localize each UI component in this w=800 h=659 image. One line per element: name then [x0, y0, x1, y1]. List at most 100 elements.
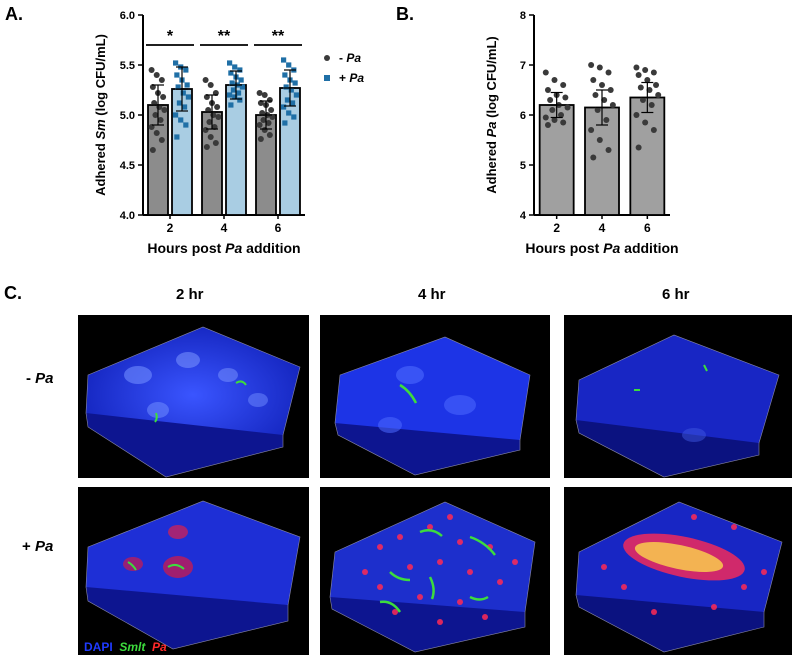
data-point [558, 112, 565, 118]
y-axis-label-part: Sm [93, 119, 108, 140]
data-point [180, 90, 186, 96]
data-point [261, 92, 268, 98]
data-point [178, 117, 184, 123]
panel-letter-c: C. [4, 283, 22, 303]
panel-letter: B. [396, 4, 414, 24]
data-point [642, 67, 649, 73]
data-point [282, 72, 288, 78]
data-point [642, 119, 649, 126]
data-point [291, 114, 297, 120]
bar [538, 104, 575, 216]
figure: A. 4.0 4.5 5.0 5.5 6.0 Adhered Sm (log CFU/mL)… [5, 4, 679, 256]
data-point [157, 117, 164, 123]
data-point [149, 147, 156, 153]
legend-label-part: - [339, 51, 346, 65]
data-point [174, 72, 180, 78]
y-axis-label-part: Adhered [93, 140, 108, 196]
legend-smlt: Smlt [119, 640, 146, 654]
y-tick-label: 4.0 [120, 210, 135, 222]
data-point [653, 82, 660, 88]
data-point [281, 104, 287, 110]
significance-label: ** [272, 28, 285, 45]
column-label-2hr: 2 hr [176, 286, 204, 303]
legend-dapi: DAPI [84, 640, 113, 654]
x-axis-label-part: Hours post [147, 240, 225, 256]
data-point [605, 69, 612, 76]
y-tick-label: 6.0 [120, 10, 135, 22]
data-point [644, 77, 651, 83]
data-point [286, 110, 292, 116]
legend-pa: Pa [152, 640, 167, 654]
data-point [203, 144, 210, 150]
data-point [544, 87, 551, 93]
data-point [551, 77, 558, 83]
data-point [549, 107, 556, 113]
x-tick-label: 4 [221, 221, 228, 235]
data-point [228, 102, 234, 108]
data-point [596, 137, 603, 143]
x-axis-label-part: addition [620, 240, 678, 256]
significance-label: ** [218, 28, 231, 45]
y-tick-label: 4 [520, 210, 527, 222]
data-point [542, 114, 549, 121]
data-point [596, 64, 603, 71]
micrograph-4hr-plus-pa [320, 487, 550, 655]
legend-label-part: Pa [346, 51, 361, 65]
data-point [293, 92, 299, 98]
data-point [206, 119, 213, 125]
legend-marker [324, 55, 330, 61]
panel-letter: A. [5, 4, 23, 24]
data-point [210, 112, 217, 118]
legend-label: - Pa [339, 51, 361, 65]
y-axis-label-part: (log CFU/mL) [93, 34, 108, 119]
micrograph-4hr-minus-pa [320, 315, 550, 478]
data-point [284, 97, 291, 103]
y-axis-label: Adhered Pa (log CFU/mL) [484, 36, 499, 193]
data-point [562, 94, 569, 101]
x-axis-label-part: Hours post [525, 240, 603, 256]
data-point [228, 70, 234, 76]
y-tick-label: 5.0 [120, 110, 135, 122]
data-point [161, 107, 168, 113]
legend-label: + Pa [339, 71, 364, 85]
data-point [260, 117, 267, 123]
data-point [588, 127, 595, 133]
x-axis-label-part: addition [242, 240, 300, 256]
data-point [175, 84, 181, 90]
data-point [646, 87, 653, 93]
data-point [229, 80, 235, 86]
data-point [212, 140, 219, 146]
data-point [256, 122, 263, 128]
data-point [202, 127, 209, 133]
data-point [214, 104, 221, 110]
data-point [237, 97, 243, 103]
data-point [207, 134, 214, 140]
x-axis-label: Hours post Pa addition [525, 240, 678, 256]
data-point [227, 60, 233, 66]
chart-b: B. 4 5 6 7 8 Adhered Pa (log CFU/mL) Hours post… [396, 4, 679, 256]
y-tick-label: 5 [520, 160, 526, 172]
row-label-minus-pa: - Pa [26, 370, 54, 387]
data-point [174, 134, 180, 140]
data-point [547, 97, 554, 103]
data-point [603, 117, 610, 123]
data-point [148, 67, 155, 73]
data-point [152, 112, 159, 118]
data-point [268, 107, 275, 113]
data-point [256, 90, 263, 96]
data-point [185, 94, 191, 100]
data-point [261, 127, 268, 133]
data-point [266, 97, 273, 103]
data-point [648, 102, 655, 108]
y-tick-label: 7 [520, 60, 526, 72]
legend-label-part: Pa [349, 71, 364, 85]
y-tick-label: 6 [520, 110, 526, 122]
x-axis-label-part: Pa [603, 240, 620, 256]
data-point [176, 100, 183, 106]
data-point [238, 77, 244, 83]
micrograph-6hr-plus-pa [564, 487, 792, 655]
x-tick-label: 6 [275, 221, 282, 235]
data-point [158, 77, 165, 83]
data-point [153, 72, 160, 78]
data-point [281, 57, 287, 63]
